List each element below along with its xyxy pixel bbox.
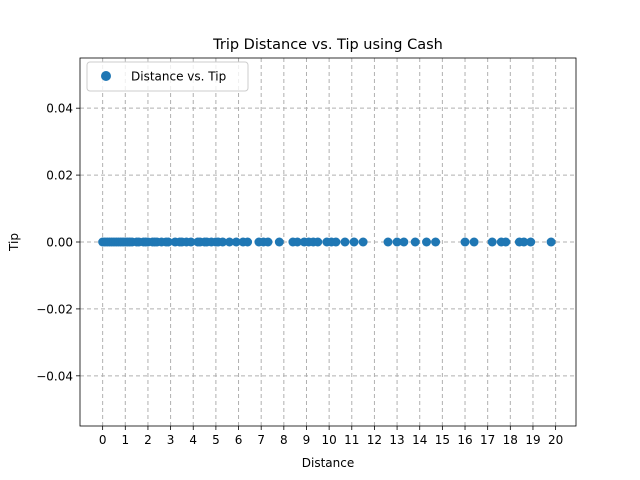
y-tick-label: −0.02: [36, 302, 73, 316]
x-axis-label: Distance: [302, 456, 354, 470]
y-axis-ticks: −0.04 −0.02 0.00 0.02 0.04: [36, 102, 80, 383]
x-axis-ticks: 0 1 2 3 4 5 6 7 8 9 10 11 12 13 14 15 16 17 18 19 20: [99, 426, 563, 447]
legend-box: [86, 61, 249, 92]
x-tick-label: 5: [212, 433, 220, 447]
x-tick-label: 1: [121, 433, 129, 447]
scatter-point: [422, 237, 432, 247]
scatter-point: [460, 237, 470, 247]
x-tick-label: 11: [344, 433, 359, 447]
x-tick-label: 14: [412, 433, 427, 447]
x-tick-label: 19: [525, 433, 540, 447]
scatter-point: [526, 237, 536, 247]
x-tick-label: 13: [389, 433, 404, 447]
scatter-point: [274, 237, 284, 247]
y-axis-label: Tip: [7, 233, 21, 252]
legend-marker: [101, 71, 111, 81]
scatter-point: [218, 237, 228, 247]
scatter-point: [358, 237, 368, 247]
scatter-point: [263, 237, 273, 247]
scatter-point: [392, 237, 402, 247]
x-tick-label: 20: [548, 433, 563, 447]
scatter-point: [383, 237, 393, 247]
y-tick-label: 0.00: [46, 236, 73, 250]
scatter-point: [292, 237, 302, 247]
x-tick-label: 18: [503, 433, 518, 447]
x-tick-label: 10: [321, 433, 336, 447]
x-tick-label: 8: [280, 433, 288, 447]
scatter-point: [243, 237, 253, 247]
scatter-point: [546, 237, 556, 247]
legend: Distance vs. Tip: [86, 61, 249, 92]
scatter-points: [98, 237, 556, 247]
scatter-point: [340, 237, 350, 247]
scatter-point: [469, 237, 479, 247]
scatter-point: [349, 237, 359, 247]
chart-title: Trip Distance vs. Tip using Cash: [212, 37, 443, 53]
x-tick-label: 2: [144, 433, 152, 447]
scatter-point: [519, 237, 529, 247]
scatter-point: [331, 237, 341, 247]
x-tick-label: 6: [235, 433, 243, 447]
scatter-point: [186, 237, 196, 247]
scatter-point: [224, 237, 234, 247]
x-tick-label: 4: [189, 433, 197, 447]
y-tick-label: 0.04: [46, 102, 73, 116]
x-tick-label: 0: [99, 433, 107, 447]
x-tick-label: 15: [435, 433, 450, 447]
y-tick-label: −0.04: [36, 369, 73, 383]
scatter-point: [431, 237, 441, 247]
x-tick-label: 12: [367, 433, 382, 447]
x-tick-label: 16: [457, 433, 472, 447]
scatter-point: [487, 237, 497, 247]
scatter-point: [501, 237, 511, 247]
scatter-point: [399, 237, 409, 247]
y-tick-label: 0.02: [46, 169, 73, 183]
x-tick-label: 3: [167, 433, 175, 447]
x-tick-label: 7: [257, 433, 265, 447]
x-tick-label: 9: [303, 433, 311, 447]
scatter-point: [163, 237, 173, 247]
scatter-point: [410, 237, 420, 247]
scatter-point: [313, 237, 323, 247]
legend-label: Distance vs. Tip: [131, 70, 226, 84]
x-tick-label: 17: [480, 433, 495, 447]
scatter-point: [231, 237, 241, 247]
